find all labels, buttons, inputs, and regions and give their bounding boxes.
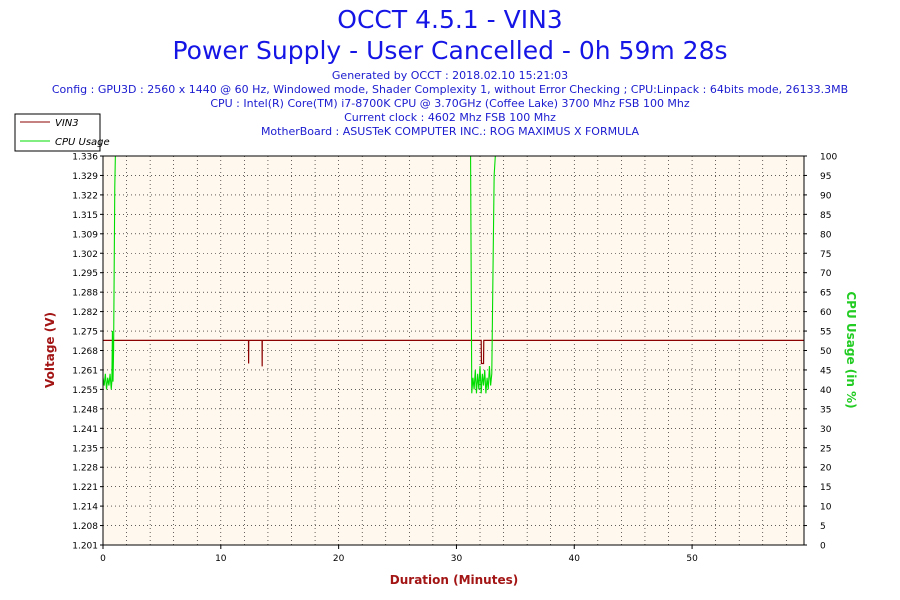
y-tick-label-left: 1.295 bbox=[72, 269, 98, 279]
y-tick-label-right: 40 bbox=[820, 386, 832, 396]
legend-label-vin3: VIN3 bbox=[55, 118, 79, 129]
y-tick-label-right: 60 bbox=[820, 308, 832, 318]
y-tick-label-right: 85 bbox=[820, 211, 831, 221]
y-tick-label-left: 1.302 bbox=[72, 250, 98, 260]
y-tick-label-left: 1.255 bbox=[72, 386, 98, 396]
y-tick-label-left: 1.261 bbox=[72, 366, 98, 376]
y-tick-label-right: 0 bbox=[820, 542, 826, 552]
series-line-cpu-usage bbox=[102, 155, 804, 394]
y-tick-label-left: 1.315 bbox=[72, 211, 98, 221]
y-tick-label-left: 1.214 bbox=[72, 503, 98, 513]
x-tick-label: 40 bbox=[569, 554, 581, 564]
y-tick-label-left: 1.221 bbox=[72, 483, 98, 493]
y-tick-label-right: 25 bbox=[820, 444, 831, 454]
series-line-vin3 bbox=[103, 339, 804, 367]
legend-label-cpu-usage: CPU Usage bbox=[55, 137, 110, 148]
series-lines bbox=[102, 155, 804, 394]
y-tick-label-left: 1.241 bbox=[72, 425, 98, 435]
y-tick-label-right: 90 bbox=[820, 191, 832, 201]
y-tick-label-left: 1.228 bbox=[72, 464, 98, 474]
y-tick-label-left: 1.288 bbox=[72, 289, 98, 299]
y-tick-label-right: 15 bbox=[820, 483, 831, 493]
y-tick-label-right: 20 bbox=[820, 464, 832, 474]
cpu-info: CPU : Intel(R) Core(TM) i7-8700K CPU @ 3… bbox=[210, 97, 690, 110]
y-tick-label-left: 1.336 bbox=[72, 153, 98, 163]
y-tick-label-left: 1.309 bbox=[72, 230, 98, 240]
grid-lines bbox=[103, 156, 804, 545]
motherboard-info: MotherBoard : ASUSTeK COMPUTER INC.: ROG… bbox=[260, 125, 640, 138]
duration-axis: 0 10 20 30 40 50 bbox=[100, 545, 698, 564]
y-tick-label-left: 1.235 bbox=[72, 444, 98, 454]
x-tick-label: 50 bbox=[686, 554, 698, 564]
y-tick-label-right: 35 bbox=[820, 405, 831, 415]
y-tick-label-left: 1.329 bbox=[72, 172, 98, 182]
y-tick-label-right: 80 bbox=[820, 230, 832, 240]
x-tick-label: 30 bbox=[451, 554, 463, 564]
generated-info: Generated by OCCT : 2018.02.10 15:21:03 bbox=[331, 69, 569, 82]
plot-area bbox=[103, 156, 804, 545]
x-tick-label: 20 bbox=[333, 554, 345, 564]
x-axis-label: Duration (Minutes) bbox=[390, 573, 518, 587]
y-tick-label-right: 75 bbox=[820, 250, 831, 260]
y-tick-label-right: 70 bbox=[820, 269, 832, 279]
y-tick-label-right: 5 bbox=[820, 522, 826, 532]
y-tick-label-left: 1.248 bbox=[72, 405, 98, 415]
y-tick-label-left: 1.275 bbox=[72, 328, 98, 338]
cpu-usage-axis: 0 5 10 15 20 25 30 35 40 45 50 55 60 65 70 75 80 85 90 95 10… bbox=[804, 153, 837, 552]
y-tick-label-left: 1.322 bbox=[72, 191, 98, 201]
y-tick-label-left: 1.282 bbox=[72, 308, 98, 318]
y-axis-label-right: CPU Usage (in %) bbox=[844, 291, 858, 408]
config-info: Config : GPU3D : 2560 x 1440 @ 60 Hz, Wi… bbox=[51, 83, 849, 96]
y-tick-label-right: 50 bbox=[820, 347, 832, 357]
y-tick-label-right: 45 bbox=[820, 366, 831, 376]
x-tick-label: 0 bbox=[100, 554, 106, 564]
y-tick-label-right: 10 bbox=[820, 503, 832, 513]
legend-box bbox=[14, 113, 101, 152]
y-tick-label-right: 100 bbox=[820, 153, 837, 163]
voltage-axis: 1.201 1.208 1.214 1.221 1.228 1.235 1.241 1.248… bbox=[72, 153, 103, 552]
chart-subtitle: Power Supply - User Cancelled - 0h 59m 2… bbox=[172, 36, 728, 65]
y-tick-label-right: 55 bbox=[820, 328, 831, 338]
y-tick-label-left: 1.201 bbox=[72, 542, 98, 552]
y-tick-label-right: 30 bbox=[820, 425, 832, 435]
y-tick-label-right: 65 bbox=[820, 289, 831, 299]
legend: VIN3 CPU Usage bbox=[14, 113, 110, 152]
y-tick-label-right: 95 bbox=[820, 172, 831, 182]
y-tick-label-left: 1.208 bbox=[72, 522, 98, 532]
chart-title: OCCT 4.5.1 - VIN3 bbox=[337, 5, 563, 34]
x-tick-label: 10 bbox=[215, 554, 227, 564]
y-tick-label-left: 1.268 bbox=[72, 347, 98, 357]
plot-frame bbox=[102, 155, 805, 546]
clock-info: Current clock : 4602 Mhz FSB 100 Mhz bbox=[344, 111, 556, 124]
y-axis-label-left: Voltage (V) bbox=[43, 312, 57, 388]
